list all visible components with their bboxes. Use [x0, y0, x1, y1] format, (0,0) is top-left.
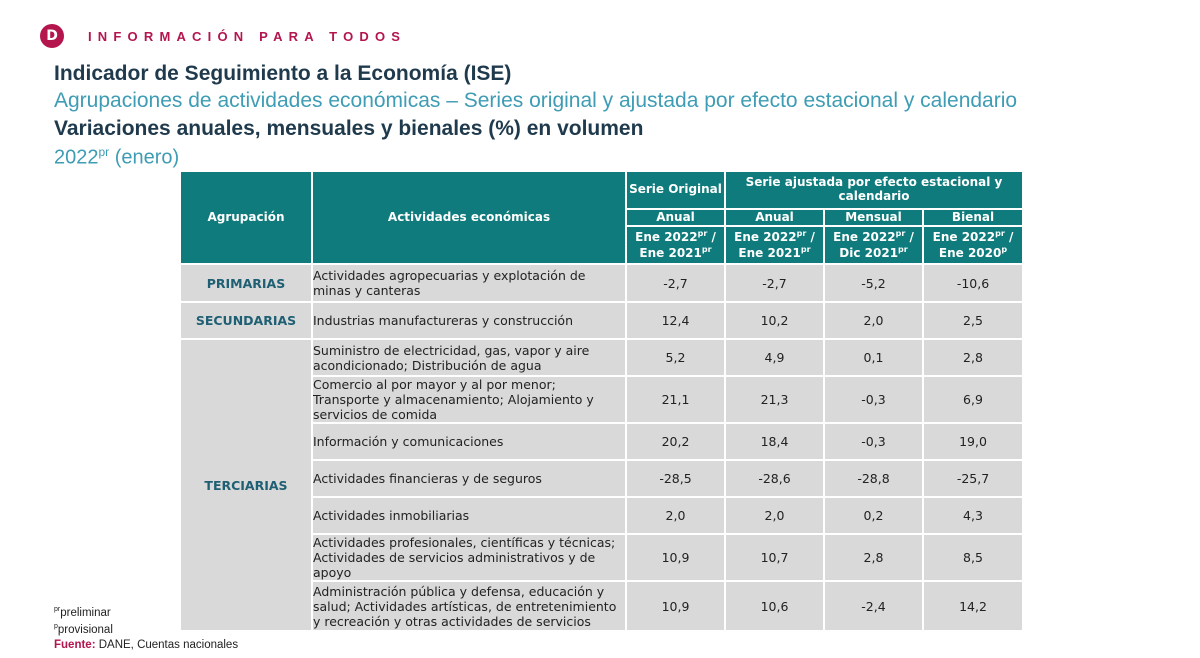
serie-original-header: Serie Original [625, 170, 726, 210]
serie-ajustada-header: Serie ajustada por efecto estacional y c… [724, 170, 1024, 210]
sub-header-bienal: Bienal [922, 208, 1024, 227]
period-header-4: Ene 2022pr / Ene 2020p [922, 225, 1024, 265]
table-row: Información y comunicaciones 20,2 18,4 -… [180, 422, 1024, 461]
table-row: Actividades financieras y de seguros -28… [180, 459, 1024, 498]
activity-cell: Administración pública y defensa, educac… [311, 580, 627, 632]
value-cell: 12,4 [625, 301, 726, 340]
activity-cell: Actividades profesionales, científicas y… [311, 533, 627, 582]
value-cell: 18,4 [724, 422, 825, 461]
table-row: Actividades profesionales, científicas y… [180, 533, 1024, 582]
value-cell: 2,0 [823, 301, 924, 340]
page-subtitle: Agrupaciones de actividades económicas –… [54, 89, 1018, 112]
table-row: Administración pública y defensa, educac… [180, 580, 1024, 632]
group-terciarias: TERCIARIAS [179, 338, 313, 632]
table-row: PRIMARIAS Actividades agropecuarias y ex… [179, 263, 1024, 303]
activity-cell: Actividades agropecuarias y explotación … [311, 263, 627, 303]
activity-cell: Suministro de electricidad, gas, vapor y… [311, 338, 627, 377]
value-cell: 0,1 [823, 338, 924, 377]
value-cell: -0,3 [823, 422, 924, 461]
period-heading: 2022pr (enero) [54, 145, 179, 170]
value-cell: 2,8 [922, 338, 1024, 377]
value-cell: 21,3 [724, 375, 825, 424]
value-cell: 2,8 [823, 533, 924, 582]
period-header-1: Ene 2022pr / Ene 2021pr [625, 225, 726, 265]
table-row: Comercio al por mayor y al por menor; Tr… [180, 375, 1024, 424]
brand-tagline: INFORMACIÓN PARA TODOS [88, 28, 407, 44]
activity-cell: Actividades financieras y de seguros [311, 459, 627, 498]
value-cell: 8,5 [922, 533, 1024, 582]
col-agrupacion-header: Agrupación [179, 170, 313, 265]
value-cell: 4,3 [922, 496, 1024, 535]
value-cell: 21,1 [625, 375, 726, 424]
group-secundarias: SECUNDARIAS [179, 301, 313, 340]
value-cell: 10,9 [625, 580, 726, 632]
value-cell: 2,0 [724, 496, 825, 535]
period-label: (enero) [114, 146, 180, 169]
table-row: SECUNDARIAS Industrias manufactureras y … [179, 301, 1024, 340]
activity-cell: Industrias manufactureras y construcción [311, 301, 627, 340]
period-header-2: Ene 2022pr / Ene 2021pr [724, 225, 825, 265]
sub-header-mensual: Mensual [823, 208, 924, 227]
value-cell: -2,4 [823, 580, 924, 632]
sub-header-anual-original: Anual [625, 208, 726, 227]
value-cell: 5,2 [625, 338, 726, 377]
ise-table: Agrupación Actividades económicas Serie … [179, 170, 1024, 632]
table-row: TERCIARIAS Suministro de electricidad, g… [179, 338, 1024, 632]
value-cell: -2,7 [625, 263, 726, 303]
value-cell: 10,6 [724, 580, 825, 632]
value-cell: -28,5 [625, 459, 726, 498]
footnote-preliminar: prpreliminar [54, 606, 111, 619]
variations-heading: Variaciones anuales, mensuales y bienale… [54, 117, 644, 140]
value-cell: 0,2 [823, 496, 924, 535]
page-title: Indicador de Seguimiento a la Economía (… [54, 62, 512, 85]
footnote-provisional: pprovisional [54, 623, 113, 636]
year-sup: pr [98, 145, 110, 159]
value-cell: 6,9 [922, 375, 1024, 424]
value-cell: -5,2 [823, 263, 924, 303]
year-label: 2022 [54, 146, 99, 169]
table-row: Actividades inmobiliarias 2,0 2,0 0,2 4,… [180, 496, 1024, 535]
value-cell: -25,7 [922, 459, 1024, 498]
value-cell: 10,2 [724, 301, 825, 340]
value-cell: 14,2 [922, 580, 1024, 632]
value-cell: 10,7 [724, 533, 825, 582]
period-header-3: Ene 2022pr / Dic 2021pr [823, 225, 924, 265]
value-cell: -28,6 [724, 459, 825, 498]
logo-letter: D [46, 28, 58, 44]
value-cell: -28,8 [823, 459, 924, 498]
sub-header-anual-ajustada: Anual [724, 208, 825, 227]
activity-cell: Actividades inmobiliarias [311, 496, 627, 535]
source-note: Fuente: DANE, Cuentas nacionales [54, 639, 238, 651]
value-cell: 4,9 [724, 338, 825, 377]
value-cell: 19,0 [922, 422, 1024, 461]
header-bar: D INFORMACIÓN PARA TODOS [40, 20, 406, 52]
value-cell: 20,2 [625, 422, 726, 461]
source-text: DANE, Cuentas nacionales [95, 639, 239, 651]
value-cell: 2,5 [922, 301, 1024, 340]
value-cell: 2,0 [625, 496, 726, 535]
value-cell: -0,3 [823, 375, 924, 424]
activity-cell: Comercio al por mayor y al por menor; Tr… [311, 375, 627, 424]
value-cell: 10,9 [625, 533, 726, 582]
value-cell: -2,7 [724, 263, 825, 303]
col-actividades-header: Actividades económicas [311, 170, 627, 265]
dane-logo: D [40, 24, 64, 48]
source-label: Fuente: [54, 639, 96, 651]
activity-cell: Información y comunicaciones [311, 422, 627, 461]
group-primarias: PRIMARIAS [179, 263, 313, 303]
value-cell: -10,6 [922, 263, 1024, 303]
